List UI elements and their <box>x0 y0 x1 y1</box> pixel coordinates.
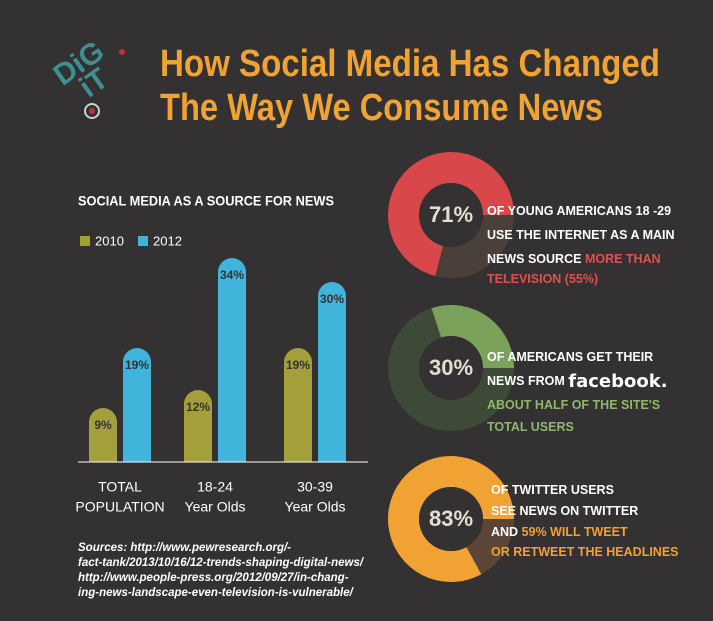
donut-segment <box>388 152 514 277</box>
legend-label: 2012 <box>153 233 182 248</box>
x-tick-label: 18-24 <box>197 479 233 495</box>
statement-text: SEE NEWS ON TWITTER <box>491 504 638 518</box>
x-tick-label: 30-39 <box>297 479 333 495</box>
donut-value-label: 30% <box>429 355 473 380</box>
donut-hole <box>419 487 483 551</box>
x-tick-label: Year Olds <box>285 499 346 515</box>
legend-label: 2010 <box>95 233 124 248</box>
statement-text: OR RETWEET THE HEADLINES <box>491 545 679 559</box>
donut-segment <box>431 304 514 368</box>
statement-text: USE THE INTERNET AS A MAIN <box>487 228 675 242</box>
statement-text: OF YOUNG AMERICANS 18 -29 <box>487 204 671 218</box>
statement-line: OR RETWEET THE HEADLINES <box>491 545 679 559</box>
chart-title: SOCIAL MEDIA AS A SOURCE FOR NEWS <box>78 193 334 209</box>
bar <box>123 348 151 462</box>
donut-value-label: 71% <box>429 202 473 227</box>
statement-line: TELEVISION (55%) <box>487 272 598 286</box>
donut-value-label: 83% <box>429 506 473 531</box>
brand-word: facebook. <box>568 371 667 392</box>
bar <box>184 390 212 462</box>
statement-line: AND 59% WILL TWEET <box>491 525 628 539</box>
logo-flower <box>84 103 100 119</box>
bar-value-label: 9% <box>94 418 112 432</box>
statement-text: ABOUT HALF OF THE SITE'S <box>487 398 660 412</box>
statement-text: MORE THAN <box>585 252 661 266</box>
statement-text: NEWS FROM <box>487 374 568 388</box>
donut-rest <box>388 308 514 432</box>
donut-hole <box>419 336 483 400</box>
bar-value-label: 34% <box>220 268 244 282</box>
statement-line: SEE NEWS ON TWITTER <box>491 504 638 518</box>
bar-value-label: 30% <box>320 292 344 306</box>
donut-rest <box>435 215 514 278</box>
statement-text: 59% WILL TWEET <box>522 525 628 539</box>
statement-line: NEWS FROM facebook. <box>487 371 668 392</box>
bar <box>218 258 246 462</box>
statement-line: OF YOUNG AMERICANS 18 -29 <box>487 204 671 218</box>
x-tick-label: Year Olds <box>185 499 246 515</box>
bar <box>89 408 117 462</box>
logo-dot <box>119 49 125 55</box>
statement-line: TOTAL USERS <box>487 420 574 434</box>
donut-rest <box>466 519 514 575</box>
statement-text: OF TWITTER USERS <box>491 483 614 497</box>
logo-dot <box>89 108 95 114</box>
donut-segment <box>388 456 514 582</box>
bar <box>318 282 346 462</box>
title: The Way We Consume News <box>160 87 603 129</box>
statement-text: NEWS SOURCE <box>487 252 585 266</box>
statement-line: OF TWITTER USERS <box>491 483 614 497</box>
title: How Social Media Has Changed <box>160 43 660 85</box>
source-line: Sources: http://www.pewresearch.org/- <box>78 542 291 554</box>
x-tick-label: TOTAL <box>98 479 142 495</box>
x-tick-label: POPULATION <box>75 499 164 515</box>
bar-value-label: 19% <box>286 358 310 372</box>
statement-text: TELEVISION (55%) <box>487 272 598 286</box>
statement-line: USE THE INTERNET AS A MAIN <box>487 228 675 242</box>
statement-text: AND <box>491 525 522 539</box>
source-line: http://www.people-press.org/2012/09/27/i… <box>78 572 349 584</box>
statement-line: NEWS SOURCE MORE THAN <box>487 252 661 266</box>
source-line: fact-tank/2013/10/16/12-trends-shaping-d… <box>78 557 365 569</box>
statement-line: OF AMERICANS GET THEIR <box>487 350 653 364</box>
bar-value-label: 19% <box>125 358 149 372</box>
source-line: ing-news-landscape-even-television-is-vu… <box>78 587 355 599</box>
statement-text: TOTAL USERS <box>487 420 574 434</box>
legend-swatch <box>138 236 148 246</box>
bar <box>284 348 312 462</box>
bar-value-label: 12% <box>186 400 210 414</box>
statement-line: ABOUT HALF OF THE SITE'S <box>487 398 660 412</box>
statement-text: OF AMERICANS GET THEIR <box>487 350 653 364</box>
donut-hole <box>419 183 483 247</box>
legend-swatch <box>80 236 90 246</box>
